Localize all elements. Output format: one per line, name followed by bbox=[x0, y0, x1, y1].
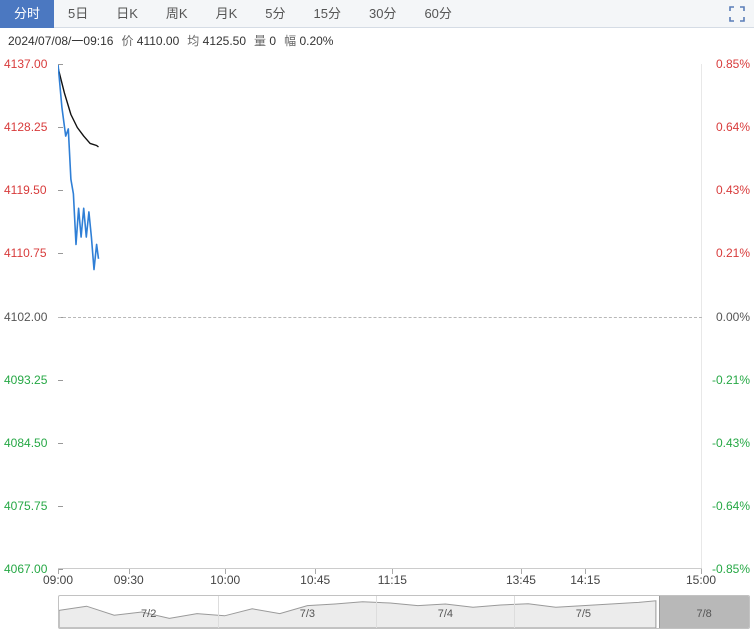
tab-6[interactable]: 15分 bbox=[300, 0, 355, 28]
price-label: 价 bbox=[121, 34, 133, 48]
mini-navigator[interactable]: 7/2 7/3 7/4 7/5 7/8 bbox=[58, 595, 750, 629]
tab-7[interactable]: 30分 bbox=[355, 0, 410, 28]
timeframe-tabbar: 分时5日日K周K月K5分15分30分60分 bbox=[0, 0, 754, 28]
vol-value: 0 bbox=[269, 34, 276, 48]
y-right-label: -0.43% bbox=[712, 436, 750, 450]
tab-1[interactable]: 5日 bbox=[54, 0, 102, 28]
x-label: 09:00 bbox=[43, 573, 73, 587]
y-left-label: 4119.50 bbox=[4, 183, 47, 197]
y-left-label: 4137.00 bbox=[4, 57, 47, 71]
tab-0[interactable]: 分时 bbox=[0, 0, 54, 28]
tab-4[interactable]: 月K bbox=[202, 0, 252, 28]
y-left-label: 4067.00 bbox=[4, 562, 47, 576]
y-right-label: 0.85% bbox=[716, 57, 750, 71]
x-label: 10:45 bbox=[300, 573, 330, 587]
avg-label: 均 bbox=[187, 34, 199, 48]
x-label: 09:30 bbox=[114, 573, 144, 587]
y-left-label: 4110.75 bbox=[4, 246, 47, 260]
tab-5[interactable]: 5分 bbox=[251, 0, 299, 28]
x-axis bbox=[58, 568, 702, 569]
y-left-label: 4075.75 bbox=[4, 499, 47, 513]
x-label: 11:15 bbox=[378, 573, 407, 587]
vol-label: 量 bbox=[254, 34, 266, 48]
info-datetime: 2024/07/08/一09:16 bbox=[8, 32, 113, 49]
y-left-label: 4128.25 bbox=[4, 120, 47, 134]
y-left-label: 4093.25 bbox=[4, 373, 47, 387]
x-label: 14:15 bbox=[570, 573, 600, 587]
x-label: 10:00 bbox=[210, 573, 240, 587]
mini-date-label: 7/5 bbox=[576, 608, 591, 620]
y-right-label: 0.43% bbox=[716, 183, 750, 197]
range-label: 幅 bbox=[284, 34, 296, 48]
y-right-label: -0.21% bbox=[712, 373, 750, 387]
mini-date-label: 7/2 bbox=[141, 608, 156, 620]
mini-date-label: 7/8 bbox=[696, 608, 711, 620]
mini-date-label: 7/3 bbox=[300, 608, 315, 620]
y-left-label: 4102.00 bbox=[4, 310, 47, 324]
y-left-label: 4084.50 bbox=[4, 436, 47, 450]
mini-date-label: 7/4 bbox=[438, 608, 453, 620]
tab-8[interactable]: 60分 bbox=[410, 0, 465, 28]
baseline bbox=[58, 317, 702, 318]
tab-3[interactable]: 周K bbox=[152, 0, 202, 28]
chart-area: 4137.00 4128.25 4119.50 4110.75 4102.00 4093.… bbox=[0, 50, 754, 591]
price-value: 4110.00 bbox=[137, 34, 180, 48]
y-right-label: -0.64% bbox=[712, 499, 750, 513]
y-right-label: 0.64% bbox=[716, 120, 750, 134]
avg-value: 4125.50 bbox=[203, 34, 246, 48]
tab-2[interactable]: 日K bbox=[102, 0, 152, 28]
x-label: 15:00 bbox=[686, 573, 716, 587]
range-value: 0.20% bbox=[299, 34, 333, 48]
y-right-label: 0.21% bbox=[716, 246, 750, 260]
y-right-label: -0.85% bbox=[712, 562, 750, 576]
info-line: 2024/07/08/一09:16 价 4110.00 均 4125.50 量 … bbox=[0, 28, 754, 51]
fullscreen-icon[interactable] bbox=[728, 5, 746, 23]
x-label: 13:45 bbox=[506, 573, 536, 587]
y-right-label: 0.00% bbox=[716, 310, 750, 324]
